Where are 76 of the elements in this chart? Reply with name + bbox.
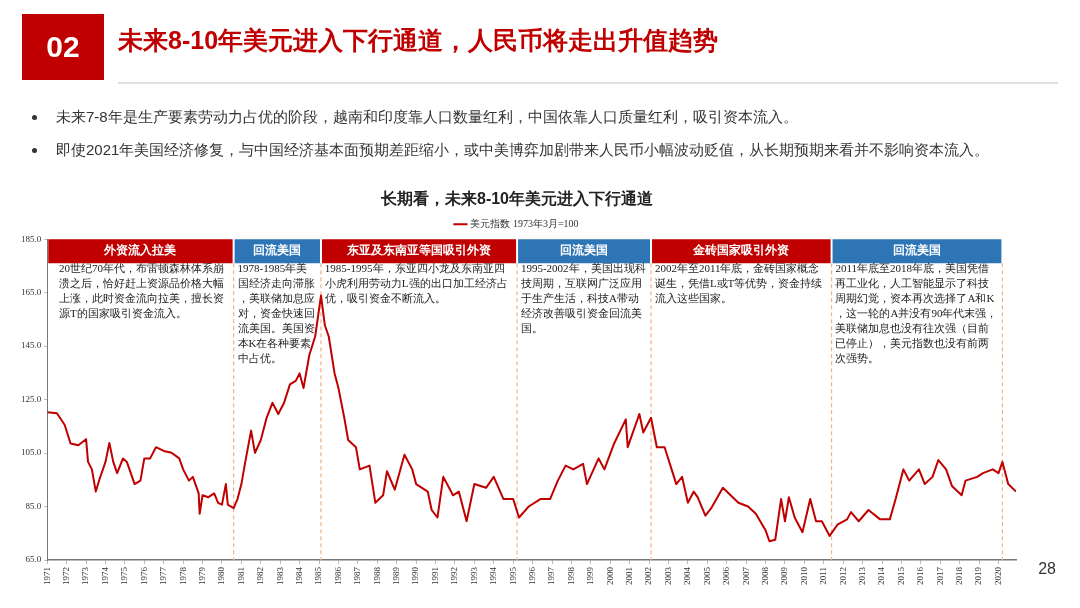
x-tick-label: 1992 bbox=[449, 567, 460, 585]
x-tick-label: 2018 bbox=[954, 566, 965, 585]
annotation: 1985-1995年，东亚四小龙及东南亚四小虎利用劳动力L强的出口加工经济占优，吸引资金不断流入。 bbox=[324, 261, 508, 304]
y-tick-label: 125.0 bbox=[21, 393, 42, 404]
chart-title: 未来8-10年美元进入下行通道，人民币将走出升值趋势 bbox=[118, 25, 719, 56]
annotation: 2011年底至2018年底，美国凭借再工业化，人工智能显示了科技周期幻觉，资本再次选择了A和K，这一轮的A并没有90年代末强，美联储加息也没有往次强（目前已停止），美元指数也没有前两次强势。 bbox=[835, 261, 998, 364]
y-tick-label: 105.0 bbox=[21, 447, 42, 458]
x-tick-label: 1995 bbox=[507, 566, 518, 585]
x-tick-label: 1991 bbox=[429, 567, 440, 585]
x-tick-label: 2002 bbox=[643, 567, 654, 585]
x-tick-label: 2016 bbox=[915, 566, 926, 585]
annotation: 1995-2002年，美国出现科技周期，互联网广泛应用于生产生活，科技A带动经济改善吸引资金回流美国。 bbox=[519, 261, 646, 334]
x-tick-label: 2001 bbox=[624, 567, 635, 585]
x-tick-label: 1973 bbox=[80, 566, 91, 585]
x-tick-label: 1984 bbox=[293, 566, 304, 585]
x-tick-label: 1977 bbox=[158, 566, 169, 585]
band-label: 回流美国 bbox=[560, 243, 609, 258]
x-tick-label: 1981 bbox=[235, 567, 246, 585]
y-tick-label: 165.0 bbox=[21, 287, 42, 298]
x-tick-label: 2009 bbox=[779, 566, 790, 585]
text: 即使2021年美国经济修复，与中国经济基本面预期差距缩小，或中美博弈加剧带来人民币小幅波动贬值，从长期预期来看并不影响资本流入。 bbox=[56, 140, 990, 160]
x-tick-label: 1996 bbox=[526, 566, 537, 585]
y-tick-label: 145.0 bbox=[21, 340, 42, 351]
x-tick-label: 1985 bbox=[313, 566, 324, 585]
x-tick-label: 2014 bbox=[876, 566, 887, 585]
x-tick-label: 1988 bbox=[371, 566, 382, 585]
x-tick-label: 1989 bbox=[391, 566, 402, 585]
x-tick-label: 2017 bbox=[934, 566, 945, 585]
band-label: 金砖国家吸引外资 bbox=[692, 243, 790, 258]
y-tick-label: 65.0 bbox=[25, 554, 42, 565]
annotation: 20世纪70年代，布雷顿森林体系崩溃之后，恰好赶上资源品价格大幅上涨，此时资金流向拉美，擅长资源T的国家吸引资金流入。 bbox=[58, 261, 224, 319]
legend-label: 美元指数 1973年3月=100 bbox=[470, 217, 579, 229]
x-tick-label: 1998 bbox=[565, 566, 576, 585]
annotation: 1978-1985年美国经济走向滞胀，美联储加息应对，资金快速回流美国。美国资本K在各种要素中占优。 bbox=[237, 261, 315, 364]
x-tick-label: 1979 bbox=[196, 566, 207, 585]
annotation: 2002年至2011年底，金砖国家概念诞生，凭借L或T等优势，资金持续流入这些国家。 bbox=[654, 261, 823, 304]
x-tick-label: 2000 bbox=[604, 566, 615, 585]
x-tick-label: 2006 bbox=[721, 566, 732, 585]
text: 未来7-8年是生产要素劳动力占优的阶段，越南和印度靠人口数量红利，中国依靠人口质量红利，吸引资本流入。 bbox=[56, 107, 798, 127]
x-tick-label: 2013 bbox=[856, 566, 867, 585]
x-tick-label: 2020 bbox=[992, 566, 1003, 585]
x-tick-label: 1976 bbox=[138, 566, 149, 585]
x-tick-label: 2003 bbox=[662, 566, 673, 585]
y-tick-label: 85.0 bbox=[25, 500, 42, 511]
x-tick-label: 1974 bbox=[99, 566, 110, 585]
x-tick-label: 1986 bbox=[332, 566, 343, 585]
x-tick-label: 2008 bbox=[759, 566, 770, 585]
chart-subtitle: 长期看，未来8-10年美元进入下行通道 bbox=[379, 189, 655, 208]
x-tick-label: 1975 bbox=[119, 566, 130, 585]
band-label: 回流美国 bbox=[253, 243, 302, 258]
x-tick-label: 2015 bbox=[895, 566, 906, 585]
x-tick-label: 1971 bbox=[41, 567, 52, 585]
x-tick-label: 2010 bbox=[798, 566, 809, 585]
x-tick-label: 1997 bbox=[546, 566, 557, 585]
x-tick-label: 1993 bbox=[468, 566, 479, 585]
x-tick-label: 2005 bbox=[701, 566, 712, 585]
band-label: 外资流入拉美 bbox=[103, 243, 177, 258]
x-tick-label: 2007 bbox=[740, 566, 751, 585]
x-tick-label: 2011 bbox=[818, 567, 829, 585]
text: 02 bbox=[22, 14, 104, 80]
x-tick-label: 2004 bbox=[682, 566, 693, 585]
x-tick-label: 1982 bbox=[255, 567, 266, 585]
x-tick-label: 1994 bbox=[488, 566, 499, 585]
x-tick-label: 1987 bbox=[352, 566, 363, 585]
x-tick-label: 1990 bbox=[410, 566, 421, 585]
x-tick-label: 1983 bbox=[274, 566, 285, 585]
y-tick-label: 185.0 bbox=[21, 233, 42, 244]
x-tick-label: 1999 bbox=[585, 566, 596, 585]
x-tick-label: 1980 bbox=[216, 566, 227, 585]
band-label: 回流美国 bbox=[892, 243, 941, 258]
x-tick-label: 1972 bbox=[61, 567, 72, 585]
x-tick-label: 1978 bbox=[177, 566, 188, 585]
x-tick-label: 2019 bbox=[973, 566, 984, 585]
band-label: 东亚及东南亚等国吸引外资 bbox=[346, 243, 492, 258]
x-tick-label: 2012 bbox=[837, 567, 848, 585]
text: 28 bbox=[1038, 560, 1056, 578]
